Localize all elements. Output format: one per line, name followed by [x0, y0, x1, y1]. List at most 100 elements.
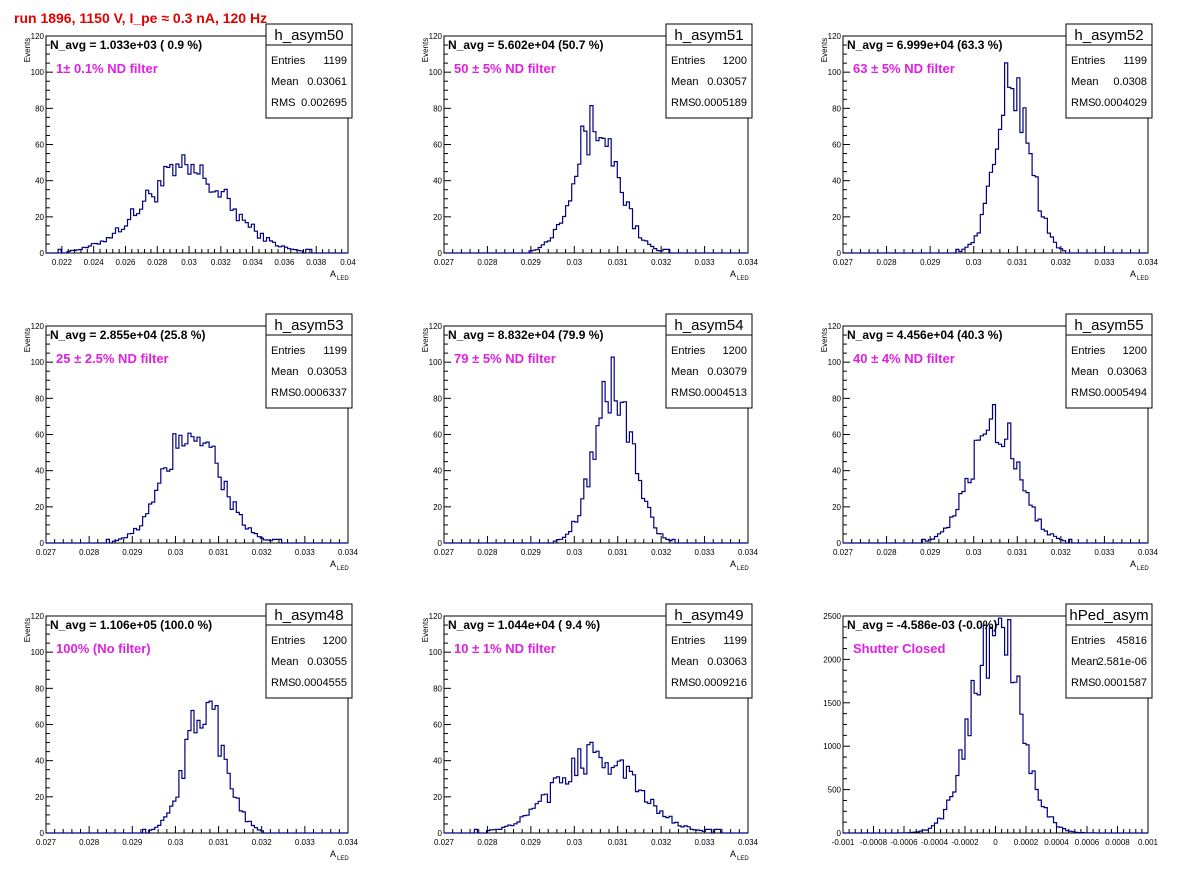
filter-label: 10 ± 1% ND filter [454, 641, 556, 656]
stats-label: Mean [271, 366, 299, 378]
y-tick-label: 100 [31, 358, 45, 367]
x-tick-label: 0.022 [52, 258, 73, 267]
y-tick-label: 0 [837, 829, 842, 838]
y-tick-label: 80 [832, 104, 841, 113]
stats-box [665, 313, 753, 409]
y-axis-label: Events [421, 328, 430, 352]
y-tick-label: 60 [433, 721, 442, 730]
y-tick-label: 100 [31, 648, 45, 657]
stats-box [1065, 603, 1153, 699]
stats-value: 1200 [1123, 345, 1147, 357]
filter-label: Shutter Closed [853, 641, 946, 656]
y-tick-label: 2000 [823, 655, 841, 664]
filter-label: 63 ± 5% ND filter [853, 61, 955, 76]
filter-label: 40 ± 4% ND filter [853, 351, 955, 366]
x-axis-label: A [1130, 559, 1136, 569]
histogram-panel-h_asym51: 0 20 40 60 80 100 120 0.027 0.028 0.029 0.03 0.031 0… [421, 23, 759, 282]
x-axis-label-subscript: LED [737, 856, 749, 862]
stats-value: 1199 [323, 55, 347, 67]
stats-box [265, 313, 353, 409]
y-tick-label: 40 [35, 177, 44, 186]
y-tick-label: 40 [433, 177, 442, 186]
histogram-panel-h_asym52: 0 20 40 60 80 100 120 0.027 0.028 0.029 0.03 0.031 0… [820, 23, 1159, 282]
stats-label: RMS [671, 387, 695, 399]
stats-value: 0.0009216 [695, 677, 747, 689]
y-tick-label: 60 [832, 141, 841, 150]
y-tick-label: 120 [31, 322, 45, 331]
y-tick-label: 20 [433, 503, 442, 512]
y-axis-label: Events [23, 618, 32, 642]
filter-label: 79 ± 5% ND filter [454, 351, 556, 366]
stats-box [1065, 313, 1153, 409]
x-tick-label: 0.034 [338, 838, 359, 847]
stats-label: Entries [271, 55, 306, 67]
y-tick-label: 20 [35, 213, 44, 222]
y-tick-label: 100 [429, 648, 443, 657]
x-tick-label: 0.032 [651, 258, 672, 267]
stats-value: 1200 [723, 345, 747, 357]
y-tick-label: 40 [832, 177, 841, 186]
x-tick-label: 0.031 [1007, 258, 1028, 267]
y-tick-label: 0 [438, 249, 443, 258]
stats-value: 0.03057 [707, 76, 747, 88]
y-tick-label: 0 [40, 829, 45, 838]
y-tick-label: 80 [832, 394, 841, 403]
x-axis-label: A [1130, 269, 1136, 279]
x-axis-label: A [330, 559, 336, 569]
y-axis-label: Events [820, 328, 829, 352]
x-tick-label: 0.028 [79, 838, 100, 847]
y-tick-label: 0 [40, 249, 45, 258]
y-axis-label: Events [421, 38, 430, 62]
stats-label: RMS [671, 97, 695, 109]
x-tick-label: 0.027 [434, 548, 455, 557]
y-tick-label: 100 [429, 68, 443, 77]
filter-label: 1± 0.1% ND filter [56, 61, 158, 76]
histogram-panel-h_asym55: 0 20 40 60 80 100 120 0.027 0.028 0.029 0.03 0.031 0… [820, 313, 1159, 572]
stats-label: Entries [1071, 345, 1106, 357]
x-tick-label: 0.03 [966, 258, 982, 267]
x-tick-label: 0.031 [209, 838, 230, 847]
x-tick-label: 0.031 [608, 838, 629, 847]
histogram-line [46, 700, 348, 834]
x-tick-label: 0.03 [181, 258, 197, 267]
x-tick-label: 0.034 [243, 258, 264, 267]
stats-value: 1200 [723, 55, 747, 67]
navg-label: N_avg = 1.044e+04 ( 9.4 %) [448, 618, 600, 632]
x-tick-label: 0.0002 [1014, 838, 1039, 847]
x-tick-label: 0 [993, 838, 998, 847]
stats-value: 0.002695 [301, 97, 347, 109]
stats-title: h_asym50 [274, 27, 343, 44]
histogram-panel-h_asym53: 0 20 40 60 80 100 120 0.027 0.028 0.029 0.03 0.031 0… [23, 313, 359, 572]
x-axis-label-subscript: LED [737, 566, 749, 572]
x-tick-label: 0.028 [877, 548, 898, 557]
y-tick-label: 80 [433, 684, 442, 693]
y-tick-label: 20 [832, 503, 841, 512]
histogram-line [843, 62, 1148, 254]
y-tick-label: 20 [35, 503, 44, 512]
histogram-line [46, 154, 348, 254]
stats-label: RMS [1071, 677, 1095, 689]
x-tick-label: 0.04 [340, 258, 356, 267]
navg-label: N_avg = 1.106e+05 (100.0 %) [50, 618, 212, 632]
x-tick-label: 0.029 [122, 838, 143, 847]
y-tick-label: 40 [832, 467, 841, 476]
x-tick-label: 0.034 [1138, 548, 1159, 557]
x-tick-label: 0.033 [295, 838, 316, 847]
x-tick-label: 0.031 [608, 548, 629, 557]
filter-label: 50 ± 5% ND filter [454, 61, 556, 76]
y-tick-label: 80 [35, 394, 44, 403]
histogram-panel-h_asym49: 0 20 40 60 80 100 120 0.027 0.028 0.029 0.03 0.031 0… [421, 603, 759, 862]
y-tick-label: 100 [429, 358, 443, 367]
x-tick-label: 0.001 [1138, 838, 1159, 847]
x-tick-label: 0.034 [738, 548, 759, 557]
x-axis-label-subscript: LED [337, 566, 349, 572]
x-tick-label: 0.03 [168, 838, 184, 847]
y-tick-label: 1500 [823, 699, 841, 708]
y-tick-label: 100 [31, 68, 45, 77]
x-tick-label: 0.027 [36, 548, 57, 557]
stats-label: Entries [671, 635, 706, 647]
x-tick-label: 0.032 [252, 548, 273, 557]
y-tick-label: 500 [828, 786, 842, 795]
x-axis-label-subscript: LED [1137, 276, 1149, 282]
y-axis-label: Events [23, 328, 32, 352]
